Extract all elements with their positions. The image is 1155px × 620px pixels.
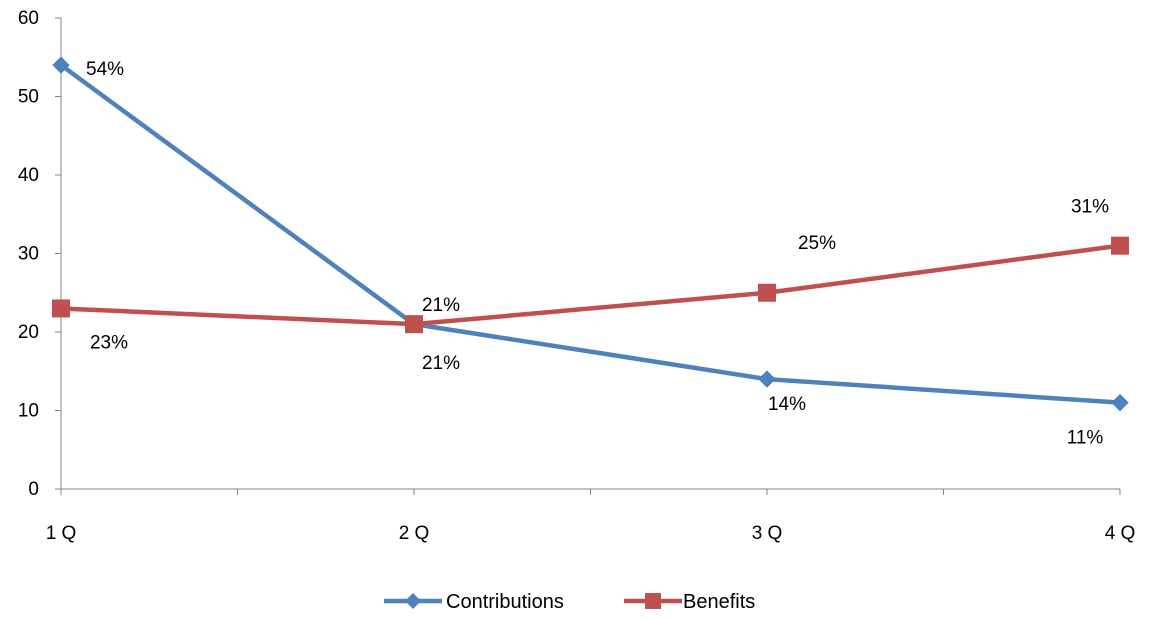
- data-label: 21%: [422, 353, 460, 374]
- series-line-contributions: [59, 63, 1121, 405]
- x-tick-label: 1 Q: [46, 523, 77, 544]
- chart-legend: Contributions Benefits: [384, 591, 755, 613]
- series-line-benefits: [60, 243, 1121, 327]
- diamond-marker: [52, 56, 70, 74]
- square-marker: [52, 299, 70, 318]
- square-marker: [405, 315, 423, 334]
- y-tick-label: 60: [18, 8, 39, 29]
- data-labels: 54% 21% 14% 11% 23% 21% 25% 31%: [86, 59, 1109, 449]
- data-label: 11%: [1067, 428, 1104, 449]
- x-tick-label: 4 Q: [1105, 523, 1136, 544]
- y-tick-label: 50: [18, 87, 39, 108]
- x-tick-label: 3 Q: [752, 523, 783, 544]
- y-tick-label: 20: [18, 322, 39, 343]
- legend-label: Contributions: [446, 591, 564, 613]
- y-tick-label: 10: [18, 401, 39, 422]
- data-label: 25%: [798, 233, 836, 254]
- y-tick-label: 0: [28, 479, 39, 500]
- square-marker: [758, 283, 776, 302]
- square-marker: [1111, 236, 1129, 255]
- data-label: 21%: [422, 295, 460, 316]
- series-markers: [52, 56, 1129, 412]
- data-label: 14%: [768, 394, 806, 415]
- diamond-marker: [1111, 393, 1129, 412]
- chart-axes: 0 10 20 30 40 50 60 1 Q 2 Q 3 Q 4 Q: [18, 8, 1135, 544]
- legend-diamond-marker: [405, 593, 421, 609]
- legend-label: Benefits: [683, 591, 755, 613]
- x-tick-label: 2 Q: [399, 523, 430, 544]
- data-label: 31%: [1071, 197, 1109, 218]
- series-lines: [59, 63, 1121, 405]
- data-label: 23%: [90, 332, 128, 353]
- data-label: 54%: [86, 59, 124, 80]
- diamond-marker: [758, 370, 776, 388]
- legend-square-marker: [645, 593, 661, 609]
- y-tick-label: 40: [18, 165, 39, 186]
- y-tick-label: 30: [18, 244, 39, 265]
